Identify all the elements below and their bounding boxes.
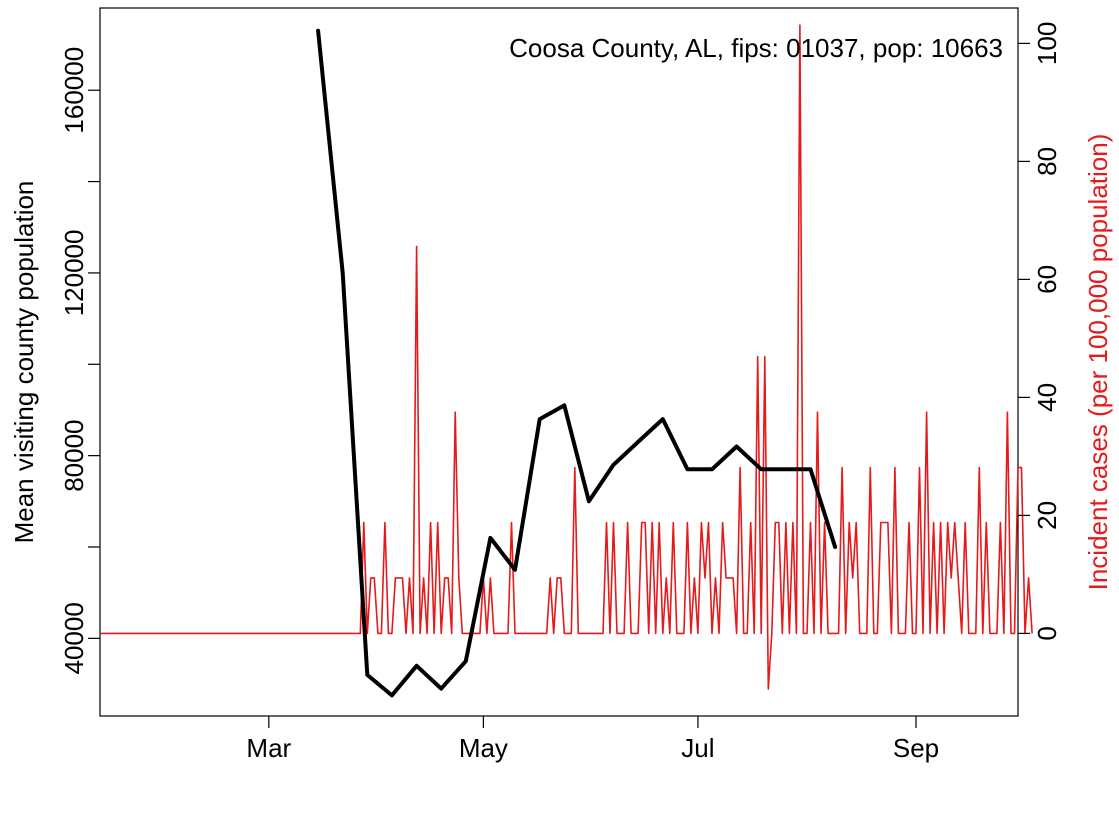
- y-left-tick-label: 120000: [59, 230, 89, 317]
- y-left-tick-label: 40000: [59, 602, 89, 674]
- y-axis-left-label: Mean visiting county population: [9, 181, 39, 544]
- y-left-tick-label: 80000: [59, 419, 89, 491]
- y-axis-left: 40000 80000 120000 160000: [59, 47, 100, 675]
- y-axis-right-label: Incident cases (per 100,000 population): [1083, 134, 1113, 591]
- y-right-tick-label: 80: [1032, 147, 1062, 176]
- mobility-layer: [316, 28, 838, 698]
- y-right-tick-label: 60: [1032, 265, 1062, 294]
- x-axis: Mar May Jul Sep: [246, 716, 939, 763]
- visiting-population-line: [316, 28, 838, 698]
- county-annotation: Coosa County, AL, fips: 01037, pop: 1066…: [509, 33, 1003, 63]
- x-tick-label: Jul: [681, 733, 714, 763]
- incident-cases-line: [100, 24, 1033, 690]
- x-tick-label: Mar: [246, 733, 291, 763]
- y-right-tick-label: 100: [1032, 22, 1062, 65]
- y-right-tick-label: 20: [1032, 501, 1062, 530]
- x-tick-label: Sep: [893, 733, 939, 763]
- y-right-tick-label: 0: [1032, 626, 1062, 640]
- plot-area-frame: [99, 7, 1019, 717]
- y-right-tick-label: 40: [1032, 383, 1062, 412]
- incident-cases-layer: [100, 24, 1033, 690]
- y-axis-right: 0 20 40 60 80 100: [1018, 22, 1062, 641]
- y-left-tick-label: 160000: [59, 47, 89, 134]
- x-tick-label: May: [459, 733, 508, 763]
